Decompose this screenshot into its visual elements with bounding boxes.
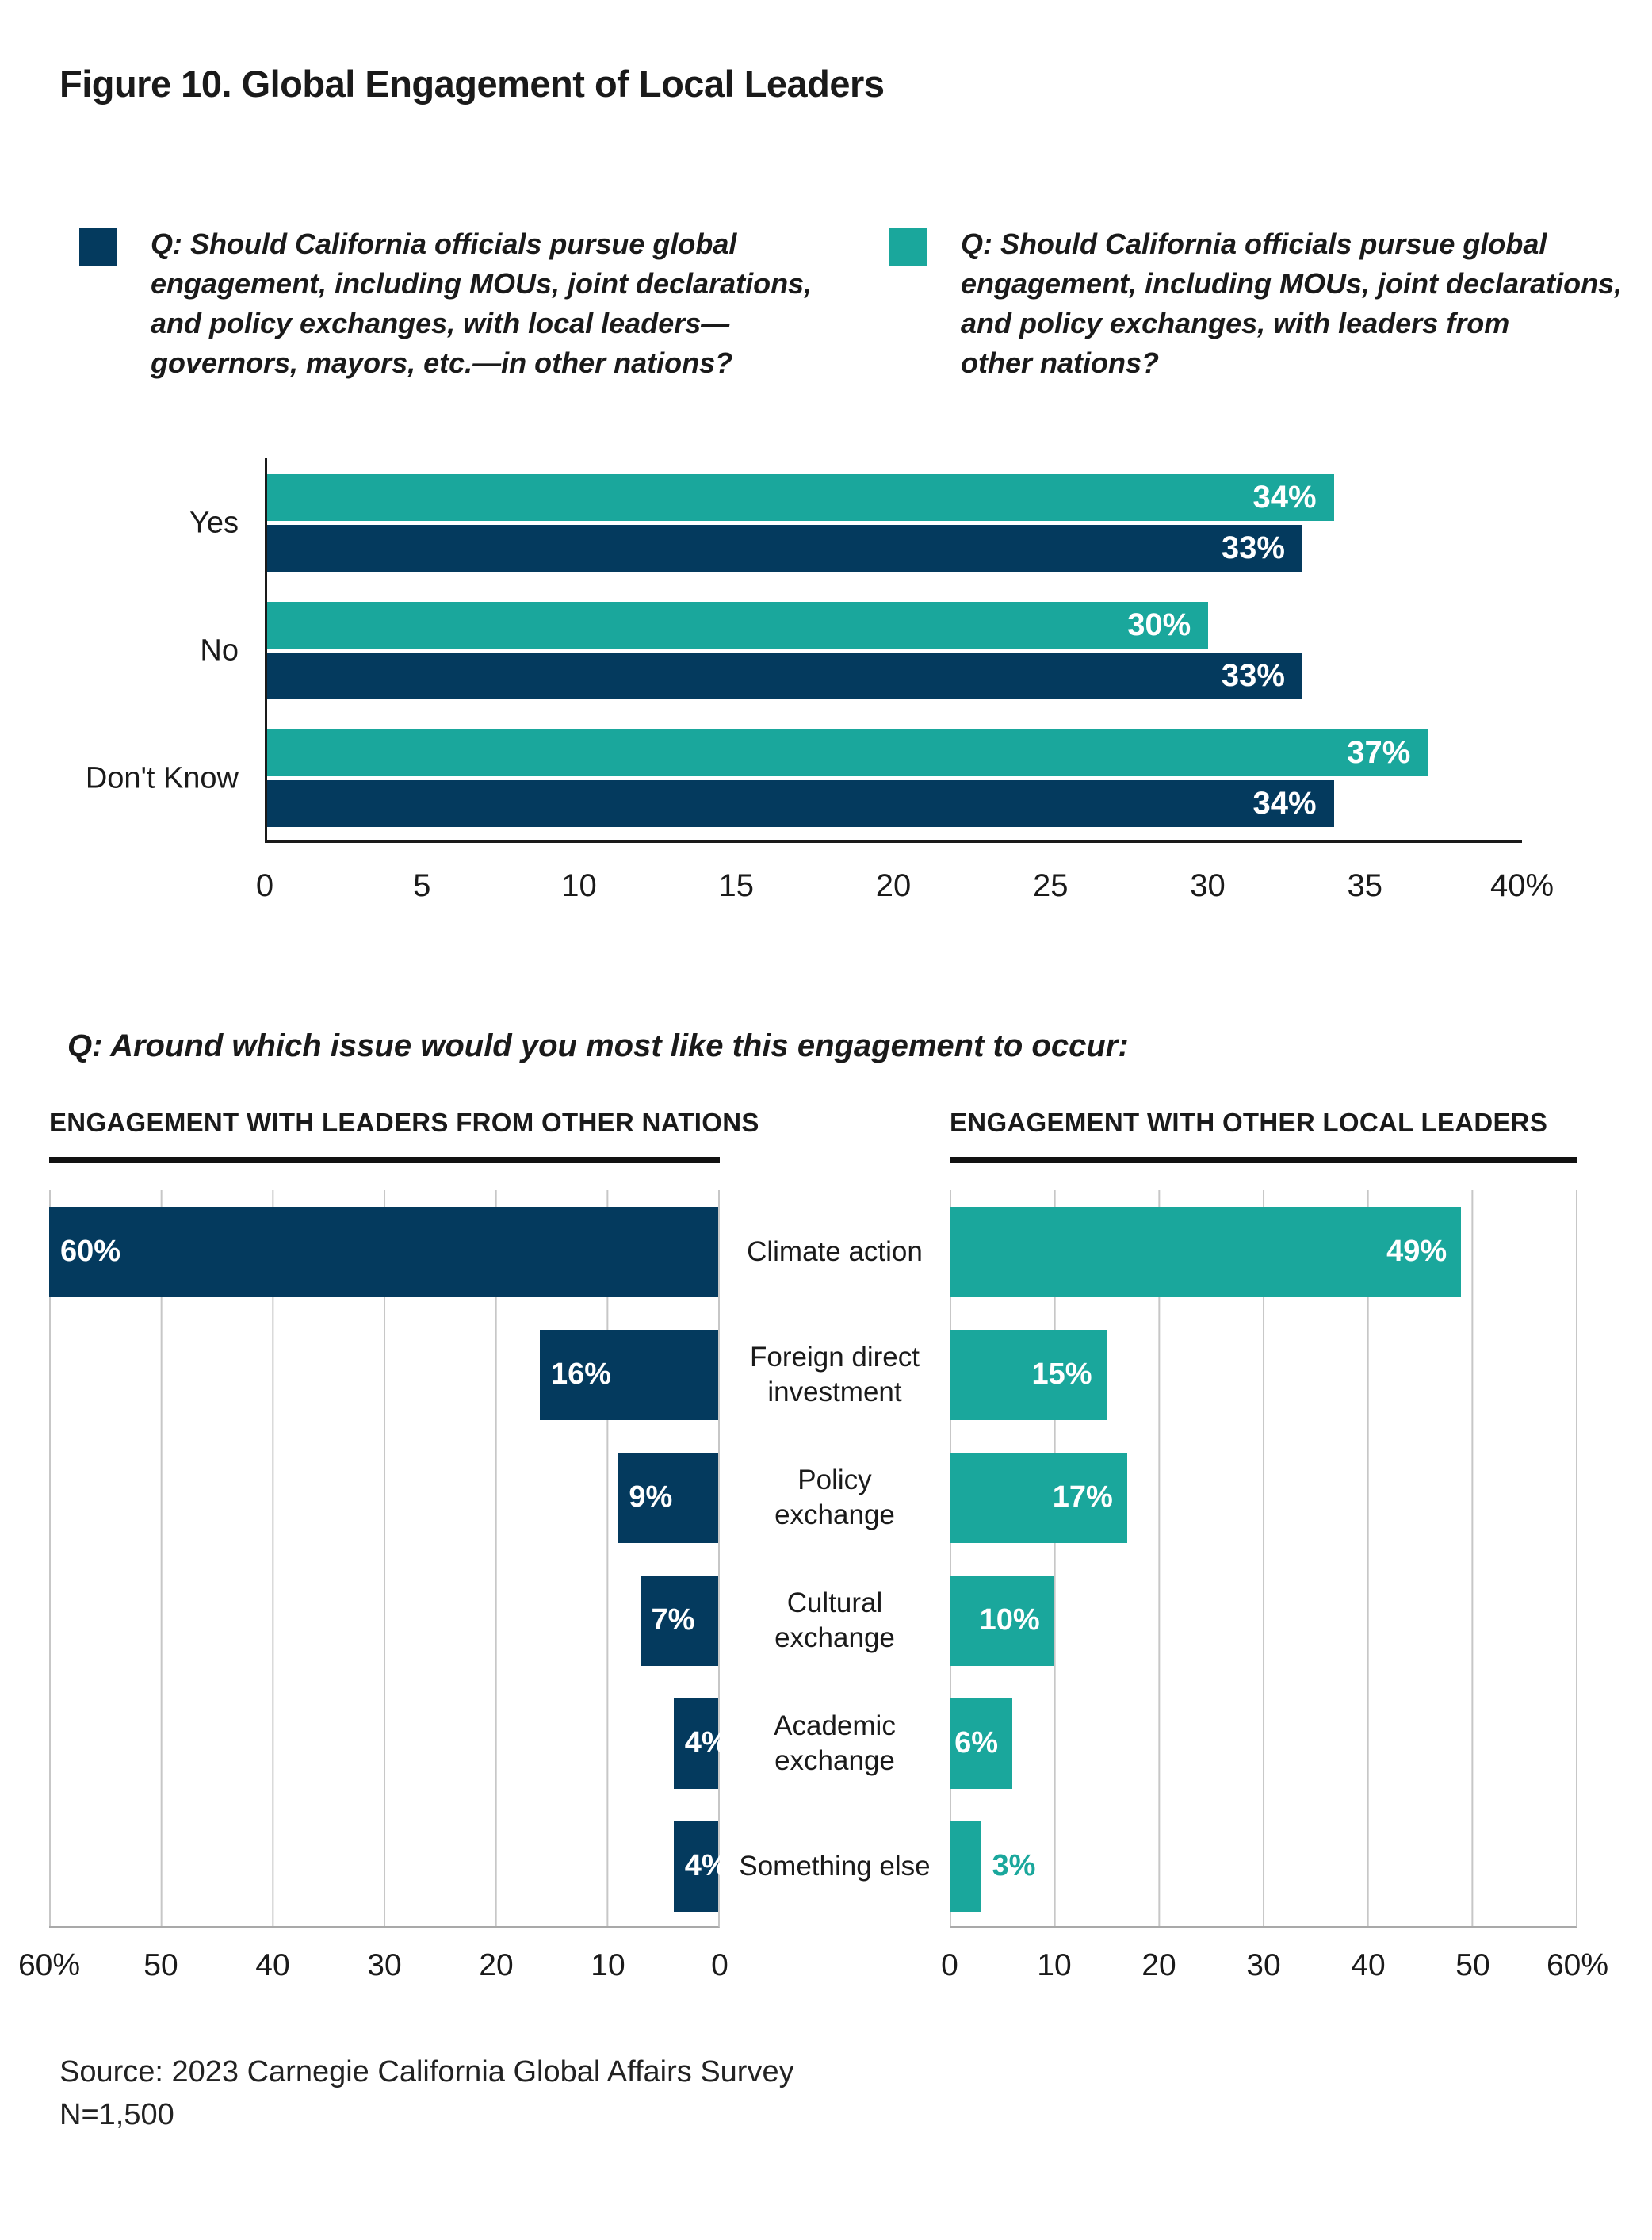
axis-tick-label: 40 <box>255 1948 289 1983</box>
sample-size: N=1,500 <box>59 2098 174 2131</box>
bar: 4% <box>674 1698 718 1789</box>
axis-tick-label: 40% <box>1490 868 1554 904</box>
category-labels-column: Climate actionForeign direct investmentP… <box>720 1190 950 1928</box>
top-chart-category-label: No <box>200 634 239 668</box>
axis-tick-label: 0 <box>256 868 273 904</box>
bar: 37% <box>267 729 1428 776</box>
axis-tick-label: 20 <box>1141 1948 1176 1983</box>
top-chart-category-label: Don't Know <box>86 761 239 795</box>
right-header-underline <box>950 1157 1577 1163</box>
axis-tick-label: 25 <box>1033 868 1069 904</box>
right-chart-row: 17% <box>950 1436 1576 1559</box>
bottom-charts: ENGAGEMENT WITH LEADERS FROM OTHER NATIO… <box>49 1108 1652 1995</box>
figure-title: Figure 10. Global Engagement of Local Le… <box>59 62 1652 105</box>
category-label: Cultural exchange <box>720 1559 950 1682</box>
bar: 6% <box>950 1698 1012 1789</box>
bar: 9% <box>618 1453 718 1543</box>
top-chart-category-label: Yes <box>189 506 239 540</box>
legend-swatch-navy <box>79 228 117 266</box>
bar: 34% <box>267 474 1334 521</box>
legend-item-teal: Q: Should California officials pursue gl… <box>889 224 1622 383</box>
bar: 15% <box>950 1330 1107 1420</box>
axis-tick-label: 50 <box>143 1948 178 1983</box>
bar: 34% <box>267 780 1334 827</box>
bar: 49% <box>950 1207 1461 1297</box>
bar-value-label: 3% <box>992 1849 1036 1883</box>
legend-item-navy: Q: Should California officials pursue gl… <box>79 224 889 383</box>
right-chart-row: 6% <box>950 1682 1576 1805</box>
bar: 4% <box>674 1821 718 1912</box>
legend-question-navy: Q: Should California officials pursue gl… <box>151 224 812 383</box>
right-chart-row: 3% <box>950 1805 1576 1928</box>
left-chart-row: 7% <box>49 1559 718 1682</box>
legend-question-teal: Q: Should California officials pursue gl… <box>961 224 1622 383</box>
axis-tick-label: 0 <box>941 1948 958 1983</box>
category-label: Climate action <box>720 1190 950 1313</box>
left-chart-row: 60% <box>49 1190 718 1313</box>
right-chart-x-axis: 0102030405060% <box>950 1928 1577 1995</box>
left-chart-header: ENGAGEMENT WITH LEADERS FROM OTHER NATIO… <box>49 1108 720 1190</box>
source-line: Source: 2023 Carnegie California Global … <box>59 2055 794 2089</box>
bar: 17% <box>950 1453 1127 1543</box>
right-chart-row: 10% <box>950 1559 1576 1682</box>
right-chart-title: ENGAGEMENT WITH OTHER LOCAL LEADERS <box>950 1108 1577 1138</box>
axis-tick-label: 10 <box>591 1948 625 1983</box>
axis-tick-label: 0 <box>711 1948 728 1983</box>
right-chart-row: 15% <box>950 1313 1576 1436</box>
question-2: Q: Around which issue would you most lik… <box>67 1028 1652 1064</box>
legend: Q: Should California officials pursue gl… <box>79 224 1652 383</box>
bar: 16% <box>540 1330 718 1420</box>
top-bar-chart: Yes34%33%No30%33%Don't Know37%34% 051015… <box>265 458 1522 913</box>
left-chart-row: 9% <box>49 1436 718 1559</box>
right-chart-plot-area: 49% 15% 17% 10% 6% 3% <box>950 1190 1577 1928</box>
top-chart-group: No30%33% <box>267 602 1522 699</box>
top-chart-group: Don't Know37%34% <box>267 729 1522 827</box>
axis-tick-label: 60% <box>18 1948 80 1983</box>
category-label: Something else <box>720 1805 950 1928</box>
axis-tick-label: 10 <box>1037 1948 1071 1983</box>
source-note: Source: 2023 Carnegie California Global … <box>59 2050 1652 2136</box>
axis-tick-label: 10 <box>561 868 597 904</box>
category-label: Academic exchange <box>720 1682 950 1805</box>
category-label: Foreign direct investment <box>720 1313 950 1436</box>
bar: 33% <box>267 525 1302 572</box>
bar: 7% <box>641 1576 718 1666</box>
axis-tick-label: 30 <box>1190 868 1226 904</box>
bar <box>950 1821 981 1912</box>
left-chart-row: 4% <box>49 1805 718 1928</box>
axis-tick-label: 15 <box>719 868 755 904</box>
left-chart-x-axis: 60%50403020100 <box>49 1928 720 1995</box>
axis-tick-label: 30 <box>1246 1948 1280 1983</box>
right-chart-header: ENGAGEMENT WITH OTHER LOCAL LEADERS <box>950 1108 1577 1190</box>
left-chart-title: ENGAGEMENT WITH LEADERS FROM OTHER NATIO… <box>49 1108 720 1138</box>
top-chart-group: Yes34%33% <box>267 474 1522 572</box>
category-label: Policy exchange <box>720 1436 950 1559</box>
bar: 30% <box>267 602 1208 649</box>
legend-swatch-teal <box>889 228 927 266</box>
right-chart-row: 49% <box>950 1190 1576 1313</box>
left-chart-row: 4% <box>49 1682 718 1805</box>
bar: 10% <box>950 1576 1054 1666</box>
bar: 33% <box>267 653 1302 699</box>
axis-tick-label: 60% <box>1547 1948 1608 1983</box>
bar: 60% <box>49 1207 718 1297</box>
axis-tick-label: 20 <box>876 868 912 904</box>
axis-tick-label: 40 <box>1351 1948 1385 1983</box>
left-header-underline <box>49 1157 720 1163</box>
top-chart-plot-area: Yes34%33% No30%33% Don't Know37%34% <box>265 458 1522 843</box>
axis-tick-label: 20 <box>479 1948 513 1983</box>
left-chart-row: 16% <box>49 1313 718 1436</box>
axis-tick-label: 30 <box>367 1948 401 1983</box>
left-chart-plot-area: 60% 16% 9% 7% 4% 4% <box>49 1190 720 1928</box>
axis-tick-label: 5 <box>413 868 430 904</box>
top-chart-x-axis: 0510152025303540% <box>265 854 1522 913</box>
axis-tick-label: 35 <box>1348 868 1383 904</box>
axis-tick-label: 50 <box>1455 1948 1489 1983</box>
